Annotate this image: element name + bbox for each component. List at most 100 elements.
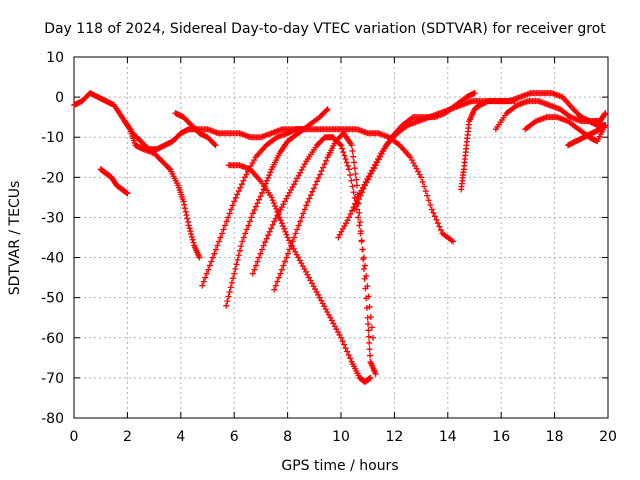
data-point <box>303 202 310 209</box>
data-point <box>349 147 356 154</box>
data-point <box>278 266 285 273</box>
data-point <box>242 230 249 237</box>
data-point <box>270 200 277 207</box>
y-tick-label: -20 <box>41 170 64 186</box>
data-point <box>188 233 195 240</box>
data-point <box>224 298 231 305</box>
data-point <box>231 198 238 205</box>
data-point <box>317 171 324 178</box>
data-point <box>323 157 330 164</box>
data-point <box>362 262 369 269</box>
data-point <box>351 206 358 213</box>
data-point <box>282 228 289 235</box>
data-point <box>352 170 359 177</box>
data-point <box>245 222 252 229</box>
data-point <box>225 293 232 300</box>
data-point <box>232 266 239 273</box>
data-point <box>268 225 275 232</box>
x-tick-label: 14 <box>439 429 457 445</box>
y-tick-label: -10 <box>41 130 64 146</box>
data-point <box>185 219 192 226</box>
data-point <box>211 250 218 257</box>
data-point <box>252 203 259 210</box>
data-point <box>346 166 353 173</box>
data-point <box>357 192 364 199</box>
x-tick-label: 16 <box>492 429 510 445</box>
data-point <box>262 239 269 246</box>
data-point <box>363 304 370 311</box>
data-point <box>348 142 355 149</box>
data-point <box>190 239 197 246</box>
data-point <box>370 334 377 341</box>
data-point <box>239 238 246 245</box>
data-point <box>254 258 261 265</box>
data-point <box>225 214 232 221</box>
data-point <box>309 188 316 195</box>
data-point <box>357 228 364 235</box>
data-point <box>271 286 278 293</box>
data-point <box>269 221 276 228</box>
series-arc-7 <box>225 162 374 385</box>
data-point <box>349 183 356 190</box>
data-point <box>278 220 285 227</box>
data-point <box>275 274 282 281</box>
data-point <box>359 246 366 253</box>
data-point <box>266 172 273 179</box>
x-tick-label: 4 <box>176 429 185 445</box>
data-point <box>364 314 371 321</box>
data-point <box>341 341 348 348</box>
data-point <box>436 223 443 230</box>
data-point <box>366 303 373 310</box>
data-point <box>234 256 241 263</box>
data-point <box>200 278 207 285</box>
data-point <box>321 161 328 168</box>
series-arc-12 <box>458 90 609 193</box>
data-point <box>358 237 365 244</box>
data-point <box>350 159 357 166</box>
data-point <box>240 177 247 184</box>
data-point <box>124 190 131 197</box>
data-point <box>264 177 271 184</box>
data-point <box>249 210 256 217</box>
data-point <box>230 275 237 282</box>
data-point <box>352 202 359 209</box>
data-point <box>350 153 357 160</box>
data-point <box>286 246 293 253</box>
data-point <box>259 246 266 253</box>
y-tick-label: -70 <box>41 371 64 387</box>
data-point <box>257 250 264 257</box>
data-point <box>220 226 227 233</box>
data-point <box>344 162 351 169</box>
data-point <box>366 339 373 346</box>
y-tick-label: -50 <box>41 291 64 307</box>
data-point <box>183 212 190 219</box>
data-point <box>304 198 311 205</box>
data-point <box>338 334 344 341</box>
data-point <box>427 201 434 208</box>
data-point <box>367 374 374 381</box>
data-point <box>339 145 346 152</box>
data-point <box>227 284 234 291</box>
x-tick-label: 18 <box>546 429 564 445</box>
data-point <box>226 210 233 217</box>
data-point <box>255 196 262 203</box>
data-point <box>343 159 350 166</box>
data-point <box>318 168 325 175</box>
data-point <box>345 351 352 358</box>
data-point <box>362 285 369 292</box>
data-point <box>292 230 299 237</box>
data-point <box>165 165 172 172</box>
series-arc-2 <box>97 166 131 197</box>
data-point <box>186 225 193 232</box>
data-point <box>294 226 301 233</box>
data-point <box>368 324 375 331</box>
data-point <box>184 215 191 222</box>
data-point <box>209 254 216 261</box>
data-point <box>307 192 314 199</box>
data-point <box>284 250 291 257</box>
data-point <box>471 90 478 97</box>
data-point <box>267 169 274 176</box>
data-point <box>336 141 343 148</box>
data-point <box>249 270 256 277</box>
